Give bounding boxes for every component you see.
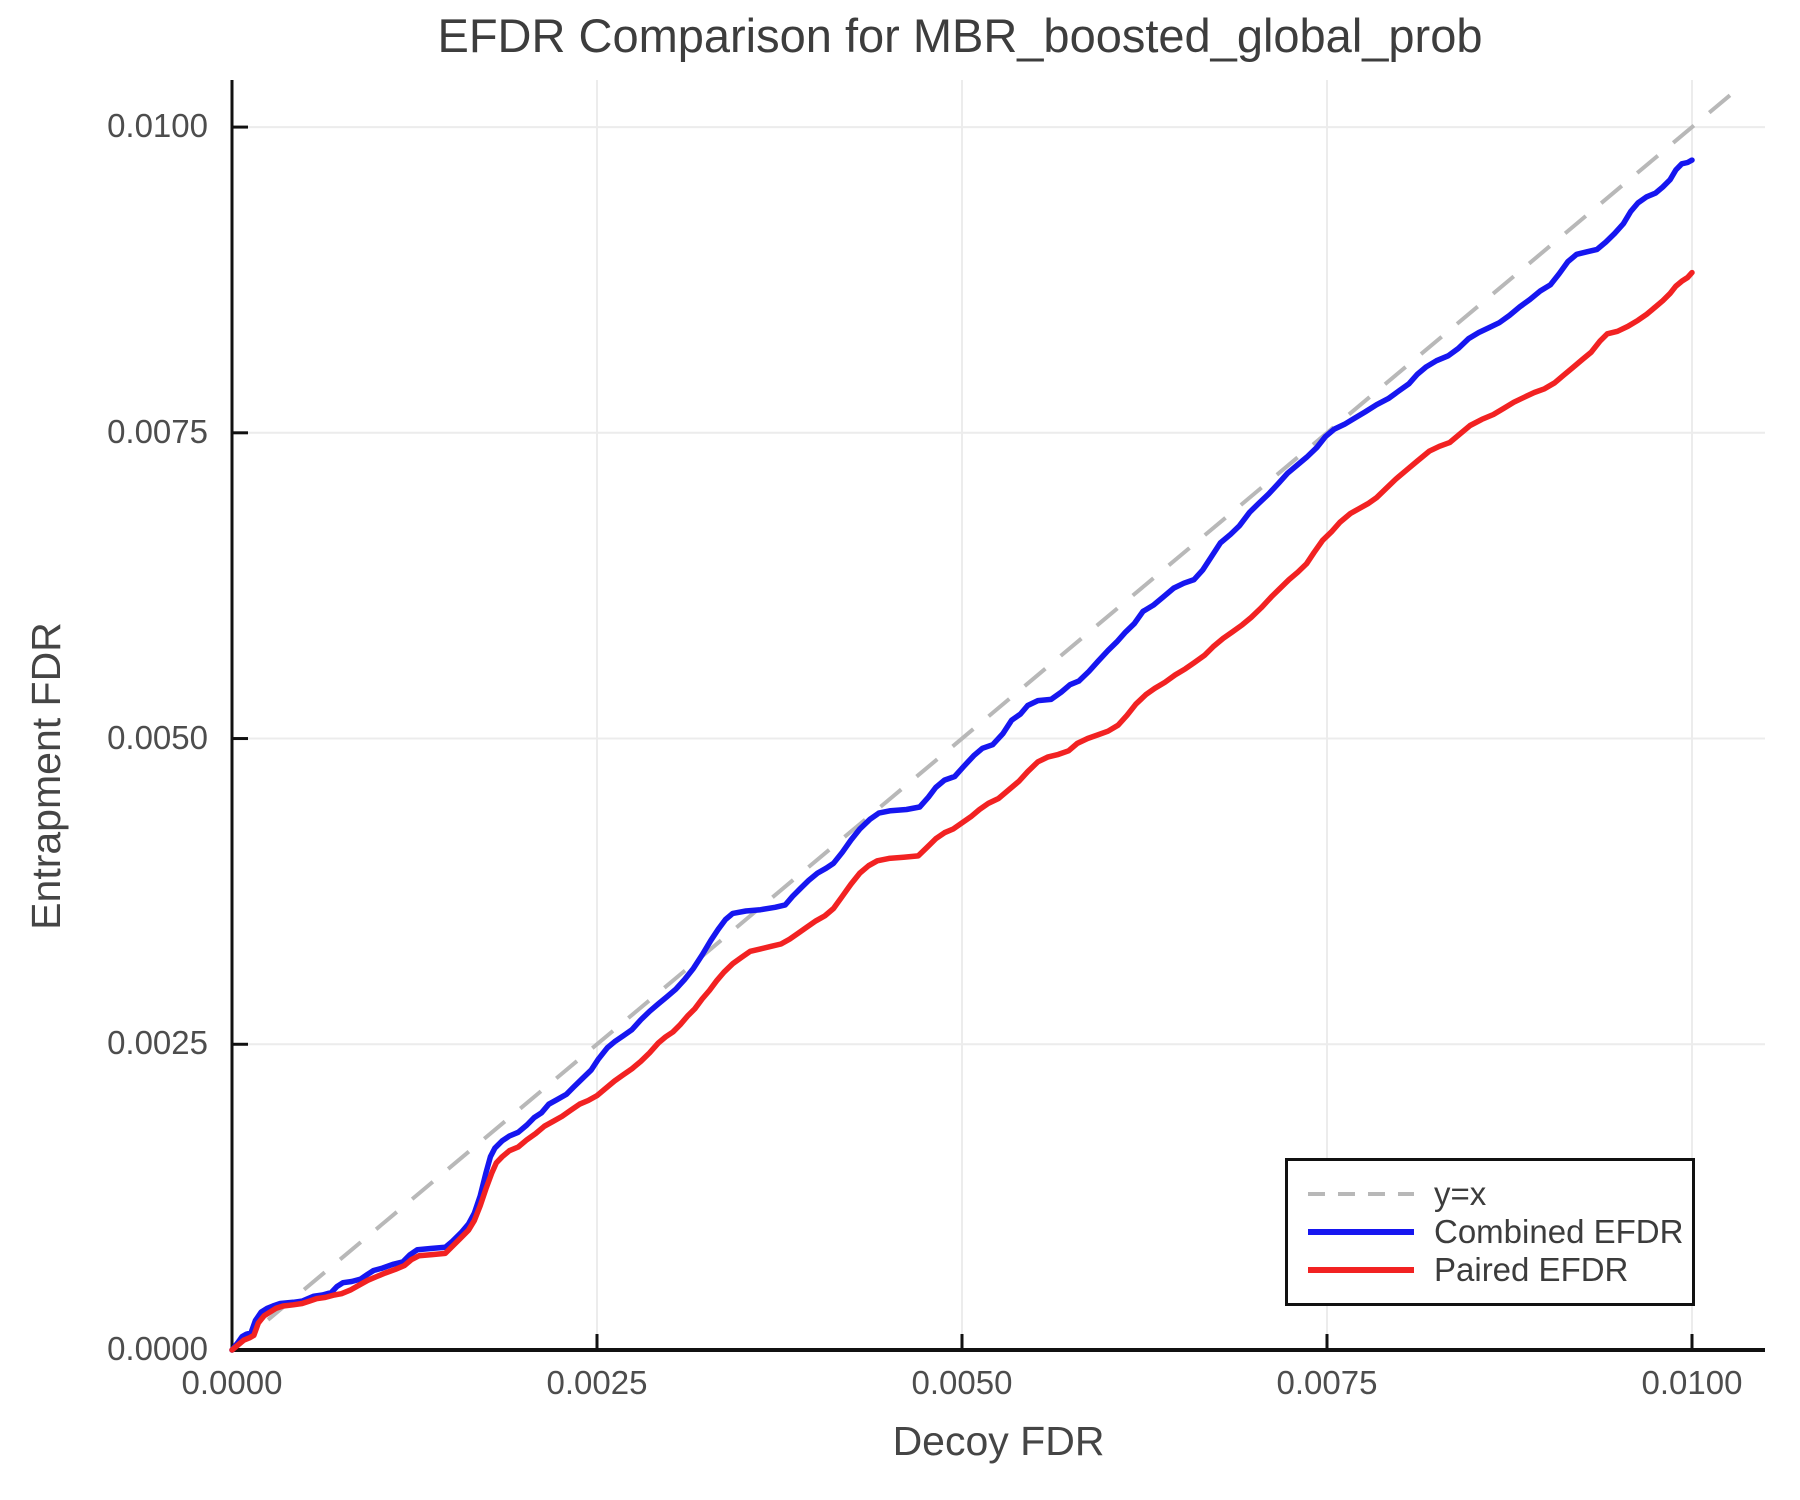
y-tick-label: 0.0000	[107, 1330, 208, 1367]
x-tick-label: 0.0100	[1641, 1364, 1743, 1401]
legend: y=x Combined EFDR Paired EFDR	[1285, 1158, 1695, 1306]
red-line-swatch	[1308, 1267, 1414, 1273]
legend-row-combined-efdr: Combined EFDR	[1302, 1213, 1692, 1251]
x-tick-label: 0.0075	[1276, 1364, 1378, 1401]
y-tick-label: 0.0100	[107, 107, 208, 145]
x-tick-label: 0.0050	[911, 1364, 1013, 1401]
legend-label-yx: y=x	[1434, 1175, 1487, 1212]
legend-row-yx: y=x	[1302, 1175, 1692, 1213]
chart-title: EFDR Comparison for MBR_boosted_global_p…	[437, 9, 1483, 62]
y-tick-label: 0.0075	[107, 412, 208, 450]
legend-label-combined-efdr: Combined EFDR	[1434, 1213, 1684, 1250]
y-tick-label: 0.0050	[107, 718, 208, 756]
x-tick-label: 0.0025	[546, 1364, 648, 1401]
paired-efdr-line	[229, 269, 1695, 1353]
combined-efdr-line	[229, 157, 1695, 1353]
legend-row-paired-efdr: Paired EFDR	[1302, 1251, 1692, 1289]
x-tick-label: 0.0000	[181, 1364, 283, 1401]
legend-label-paired-efdr: Paired EFDR	[1434, 1251, 1629, 1288]
x-axis-label: Decoy FDR	[892, 1418, 1105, 1464]
y-tick-label: 0.0025	[107, 1024, 208, 1062]
blue-line-swatch	[1308, 1229, 1414, 1235]
dashed-line-swatch	[1308, 1192, 1414, 1196]
y-axis-label: Entrapment FDR	[23, 622, 69, 930]
